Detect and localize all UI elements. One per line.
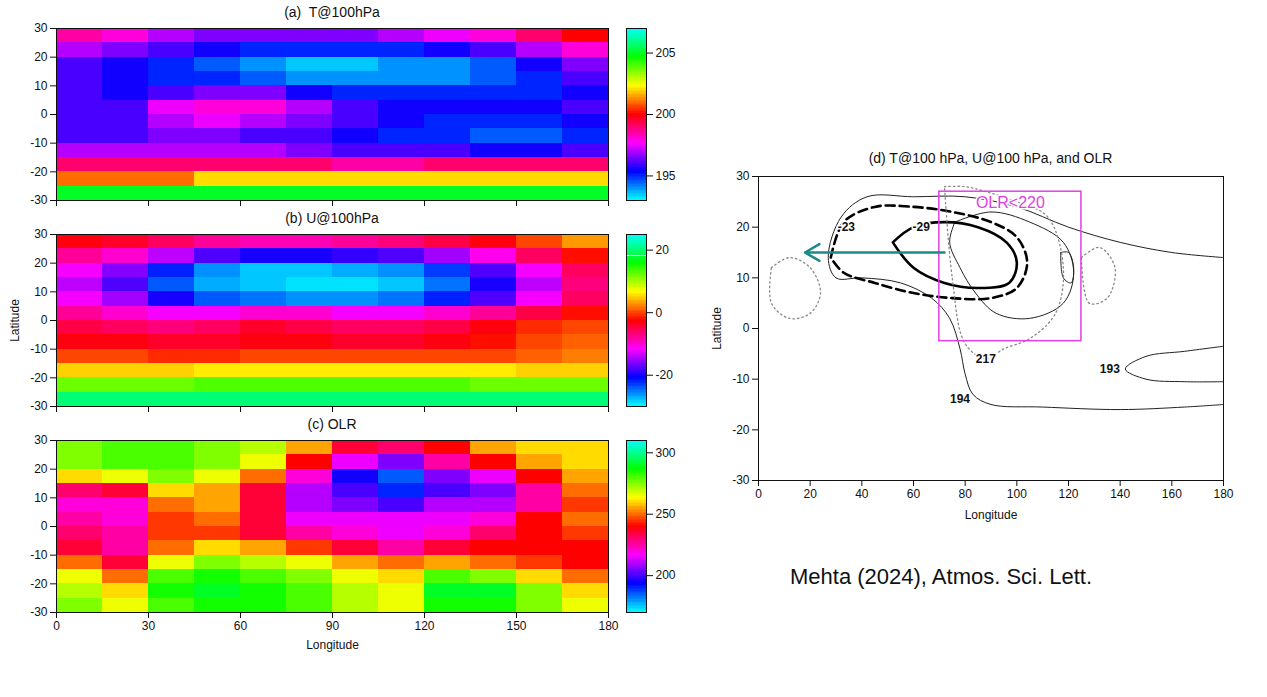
svg-text:160: 160 [1162,487,1182,501]
svg-text:0: 0 [41,313,48,327]
svg-text:250: 250 [656,507,676,521]
svg-text:100: 100 [1007,487,1027,501]
svg-text:205: 205 [656,46,676,60]
svg-text:120: 120 [1058,487,1078,501]
svg-text:-29: -29 [913,220,931,234]
svg-text:0: 0 [53,619,60,633]
svg-text:150: 150 [506,619,526,633]
svg-text:0: 0 [41,107,48,121]
svg-text:200: 200 [656,568,676,582]
svg-text:-10: -10 [732,372,750,386]
svg-text:0: 0 [41,519,48,533]
svg-text:OLR<220: OLR<220 [976,194,1045,211]
svg-text:140: 140 [1110,487,1130,501]
svg-text:10: 10 [736,271,750,285]
svg-text:10: 10 [34,285,48,299]
svg-text:30: 30 [34,227,48,241]
svg-text:200: 200 [656,107,676,121]
svg-text:80: 80 [958,487,972,501]
svg-text:-20: -20 [30,371,48,385]
svg-text:30: 30 [142,619,156,633]
svg-text:-20: -20 [30,165,48,179]
svg-text:-10: -10 [30,342,48,356]
svg-text:20: 20 [736,220,750,234]
svg-text:180: 180 [598,619,618,633]
svg-text:-30: -30 [732,473,750,487]
html-text:(a) T@100hPa: (a) T@100hPa [284,4,380,20]
svg-text:120: 120 [414,619,434,633]
svg-text:Longitude: Longitude [306,638,359,652]
html-text:(c) OLR: (c) OLR [307,416,357,432]
svg-text:20: 20 [656,243,670,257]
svg-text:20: 20 [34,50,48,64]
html-text:(b) U@100hPa: (b) U@100hPa [285,210,379,226]
svg-text:-10: -10 [30,136,48,150]
svg-text:-30: -30 [30,605,48,619]
svg-text:180: 180 [1213,487,1233,501]
svg-text:30: 30 [34,21,48,35]
svg-text:-10: -10 [30,548,48,562]
svg-text:40: 40 [855,487,869,501]
svg-text:10: 10 [34,491,48,505]
svg-text:-30: -30 [30,193,48,207]
svg-text:-23: -23 [838,220,856,234]
svg-text:0: 0 [755,487,762,501]
svg-text:195: 195 [656,169,676,183]
svg-text:20: 20 [34,462,48,476]
svg-text:194: 194 [950,392,970,406]
svg-text:60: 60 [234,619,248,633]
svg-text:0: 0 [743,321,750,335]
svg-text:30: 30 [34,433,48,447]
svg-text:217: 217 [976,352,996,366]
svg-text:30: 30 [736,169,750,183]
svg-text:90: 90 [326,619,340,633]
svg-text:Latitude: Latitude [8,299,22,342]
svg-text:0: 0 [656,306,663,320]
svg-text:Latitude: Latitude [710,307,724,350]
svg-text:-20: -20 [656,368,674,382]
svg-text:20: 20 [34,256,48,270]
svg-text:10: 10 [34,79,48,93]
svg-text:60: 60 [907,487,921,501]
svg-text:-20: -20 [30,577,48,591]
svg-text:-20: -20 [732,423,750,437]
svg-text:193: 193 [1100,362,1120,376]
html-text:(d) T@100 hPa, U@100 hPa, and: (d) T@100 hPa, U@100 hPa, and OLR [868,150,1113,166]
svg-text:20: 20 [803,487,817,501]
svg-text:300: 300 [656,446,676,460]
svg-text:-30: -30 [30,399,48,413]
html-text:Mehta (2024), Atmos. Sci. Lett: Mehta (2024), Atmos. Sci. Lett. [790,564,1092,589]
svg-text:Longitude: Longitude [965,508,1018,522]
